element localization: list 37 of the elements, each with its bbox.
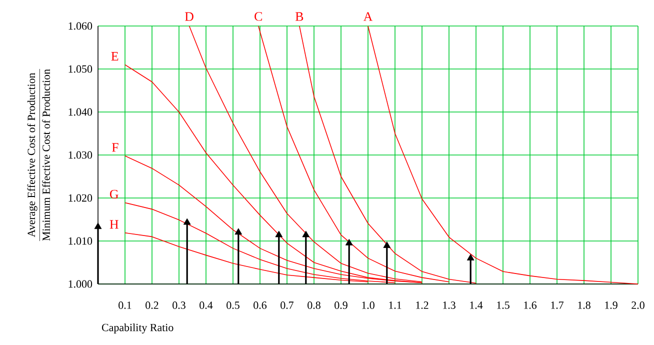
x-tick-label: 1.2 [416,302,428,309]
series-label: F [112,143,118,152]
x-tick-label: 1.8 [578,302,590,309]
x-tick-label: 1.9 [605,302,618,309]
x-tick-label: 0.3 [172,302,186,309]
x-tick-label: 1.0 [362,302,374,309]
y-tick-label: 1.020 [68,194,92,202]
y-tick-label: 1.030 [68,151,92,159]
series-label: A [363,12,373,21]
x-tick-label: 0.4 [200,302,213,309]
series-label: E [111,52,118,60]
x-tick-label: 1.7 [551,302,564,309]
series-label: H [110,220,118,229]
x-tick-label: 0.1 [118,302,132,309]
x-tick-label: 1.1 [389,302,402,309]
y-tick-label: 1.060 [68,22,92,30]
y-tick-label: 1.010 [68,237,92,245]
x-tick-label: 2.0 [632,302,644,309]
x-tick-label: 0.5 [226,302,240,309]
x-tick-label: 0.6 [254,302,267,309]
x-axis-title: Capability Ratio [102,324,174,334]
y-tick-label: 1.000 [68,280,92,288]
series-label: D [184,12,194,21]
x-tick-label: 1.3 [443,302,456,309]
series-label: B [295,12,304,21]
x-tick-label: 1.6 [524,302,537,309]
x-tick-label: 0.7 [280,302,294,309]
x-tick-label: 0.9 [334,302,348,309]
x-tick-label: 0.2 [146,302,158,309]
x-tick-label: 0.8 [308,302,320,309]
y-tick-label: 1.050 [68,65,92,73]
x-tick-label: 1.4 [470,302,483,309]
x-tick-label: 1.5 [497,302,510,309]
y-tick-label: 1.040 [68,108,92,116]
series-label: G [110,190,118,199]
series-label: C [254,12,262,21]
y-axis-title: $\frac{\mbox{Average Effective Cost of Production}}{\mbox{Minimum Effective Cost of Production}}$ [27,68,50,242]
